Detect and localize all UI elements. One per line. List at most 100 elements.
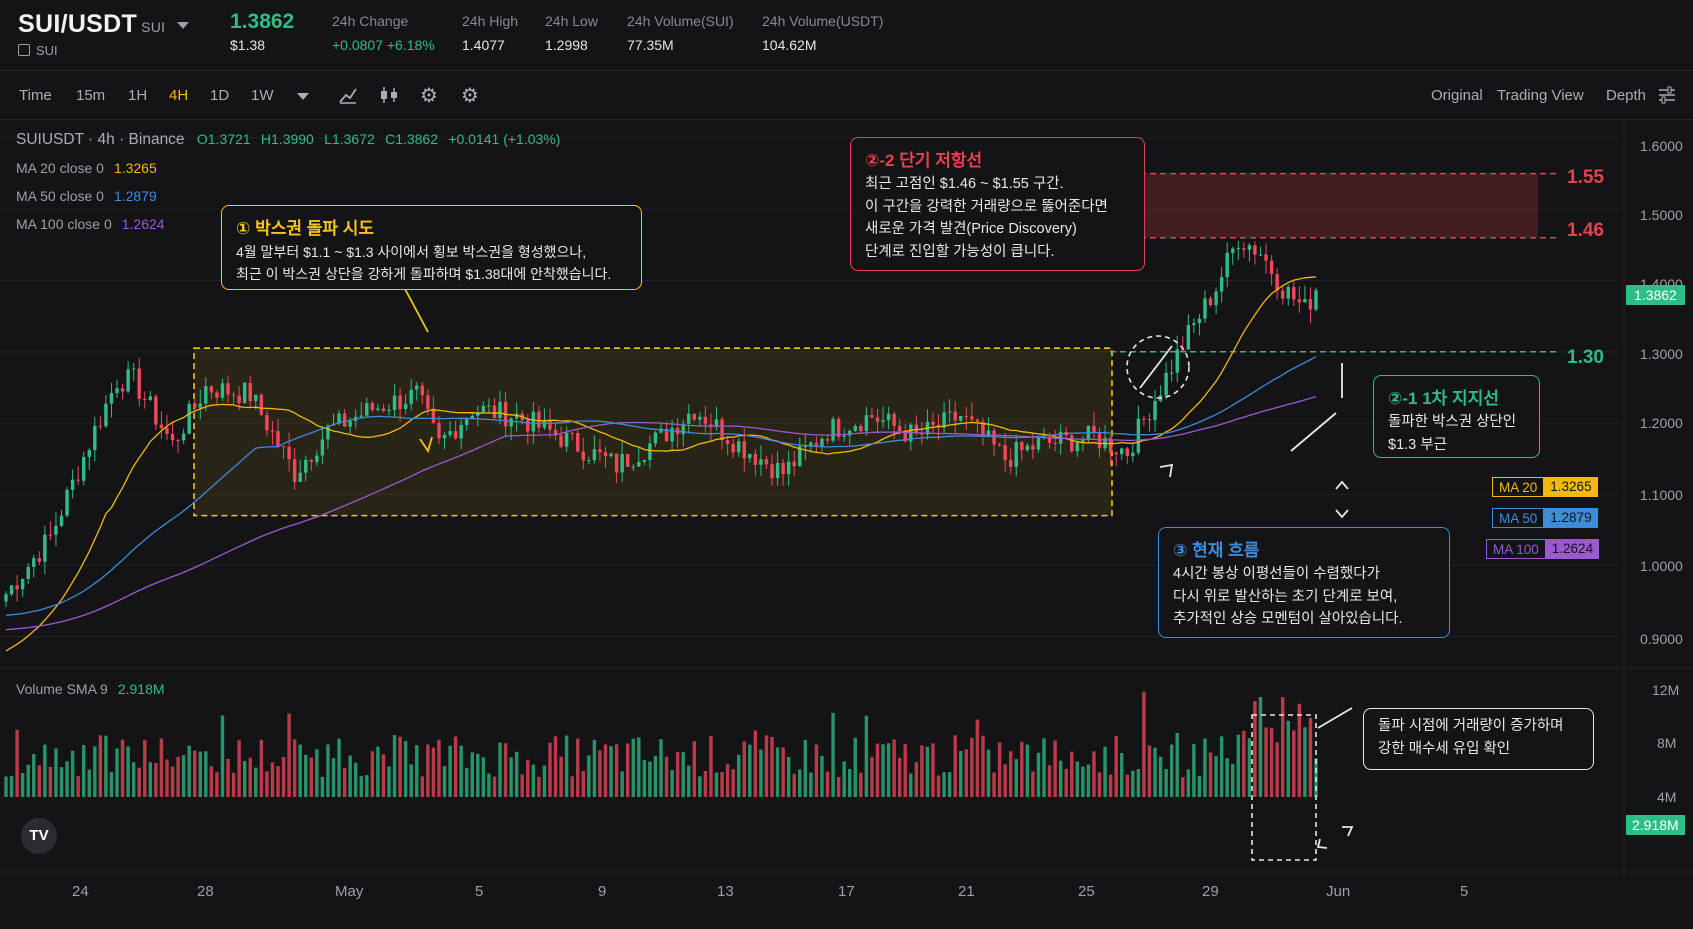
interval-4h[interactable]: 4H xyxy=(169,87,189,104)
volume-bar xyxy=(731,769,735,797)
volume-bar xyxy=(1269,727,1274,797)
ohlc-close: C1.3862 xyxy=(385,131,439,147)
interval-15m[interactable]: 15m xyxy=(76,87,106,104)
volume-bar xyxy=(675,751,680,797)
price-chart[interactable] xyxy=(0,119,1693,929)
breakout-arrow-head xyxy=(1159,463,1174,478)
last-price: 1.3862 xyxy=(230,10,295,33)
volume-bar xyxy=(548,742,552,797)
candle-body xyxy=(886,413,891,421)
volume-bar xyxy=(1131,770,1135,797)
candle-body xyxy=(1314,290,1318,310)
candle-body xyxy=(1020,442,1024,451)
candle-body xyxy=(137,368,141,399)
volume-bar xyxy=(37,765,42,797)
volume-bar xyxy=(1253,701,1257,797)
candle-body xyxy=(254,394,258,402)
volume-bar xyxy=(748,744,752,797)
candle-body xyxy=(770,464,774,479)
settings-gear-icon[interactable]: ⚙ xyxy=(420,85,438,107)
chevron-down-icon[interactable] xyxy=(177,21,190,29)
candle-body xyxy=(570,432,574,434)
view-original[interactable]: Original xyxy=(1431,87,1483,104)
volume-bar xyxy=(287,713,291,797)
interval-more-chevron-icon[interactable] xyxy=(297,93,309,100)
volume-bar xyxy=(87,769,91,797)
volume-bar xyxy=(997,742,1002,797)
candle-body xyxy=(143,398,147,400)
date-tick: 9 xyxy=(598,883,607,900)
volume-bar xyxy=(1164,768,1168,797)
candle-body xyxy=(964,415,969,417)
candle-style-icon[interactable] xyxy=(379,85,401,105)
volume-bar xyxy=(959,750,963,797)
candle-body xyxy=(1181,349,1185,351)
volume-bar xyxy=(1025,744,1030,797)
interval-1d[interactable]: 1D xyxy=(210,87,230,104)
volume-bar xyxy=(1158,756,1163,797)
level-130-label: 1.30 xyxy=(1567,347,1604,368)
volume-bar xyxy=(953,735,957,797)
volume-note: 돌파 시점에 거래량이 증가하며 강한 매수세 유입 확인 xyxy=(1363,708,1594,770)
candle-body xyxy=(903,431,907,442)
volume-bar xyxy=(465,767,469,797)
volume-bar xyxy=(403,741,408,797)
candle-body xyxy=(126,369,130,392)
candle-body xyxy=(315,455,319,462)
volume-bar xyxy=(1114,736,1118,797)
candle-body xyxy=(392,395,397,410)
candle-body xyxy=(526,420,530,432)
interval-1h[interactable]: 1H xyxy=(128,87,148,104)
volume-bar xyxy=(187,745,191,797)
candle-body xyxy=(548,419,552,430)
chart-settings-icon[interactable]: ⚙ xyxy=(461,85,479,107)
volume-bar xyxy=(742,741,746,797)
volume-spike-box xyxy=(1251,714,1317,861)
candle-body xyxy=(165,428,169,434)
volume-bar xyxy=(1064,768,1068,797)
volume-tick: 12M xyxy=(1652,682,1680,698)
indicator-chart-icon[interactable] xyxy=(338,85,358,105)
tradingview-logo-icon[interactable]: TV xyxy=(21,818,57,854)
volume-bar xyxy=(453,736,458,797)
candle-body xyxy=(342,413,347,427)
candle-body xyxy=(131,368,136,370)
candle-body xyxy=(381,408,386,412)
volume-bar xyxy=(592,739,597,797)
candle-body xyxy=(1003,445,1007,461)
view-depth[interactable]: Depth xyxy=(1606,87,1647,104)
volume-bar xyxy=(353,762,358,797)
candle-body xyxy=(1008,460,1013,467)
interval-1w[interactable]: 1W xyxy=(251,87,274,104)
volume-bar xyxy=(598,750,602,797)
candle-body xyxy=(320,439,325,456)
volume-bar xyxy=(1203,738,1207,797)
volume-bar xyxy=(198,751,202,797)
candle-body xyxy=(620,453,624,473)
candle-body xyxy=(326,425,330,440)
candle-body xyxy=(1247,245,1252,250)
interval-time[interactable]: Time xyxy=(19,87,52,104)
volume-bars xyxy=(4,691,1318,797)
candle-body xyxy=(370,402,375,410)
volume-bar xyxy=(609,746,613,797)
candle-body xyxy=(181,433,186,441)
annotation-marks xyxy=(1126,335,1354,861)
candle-body xyxy=(76,479,80,481)
volume-bar xyxy=(786,756,791,797)
price-tick: 1.1000 xyxy=(1640,487,1683,503)
volume-bar xyxy=(637,737,641,797)
candle-body xyxy=(1081,439,1085,443)
volume-bar xyxy=(9,776,14,797)
layout-sliders-icon[interactable] xyxy=(1657,85,1677,105)
volume-bar xyxy=(692,741,697,797)
volume-bar xyxy=(970,737,974,797)
volume-bar xyxy=(309,757,314,797)
candle-body xyxy=(226,383,230,395)
volume-bar xyxy=(448,745,452,797)
candle-body xyxy=(864,415,869,432)
candle-body xyxy=(820,438,824,447)
pair-selector[interactable]: SUI/USDT SUI xyxy=(18,10,190,39)
candle-body xyxy=(470,415,474,419)
view-trading-view[interactable]: Trading View xyxy=(1497,87,1584,104)
